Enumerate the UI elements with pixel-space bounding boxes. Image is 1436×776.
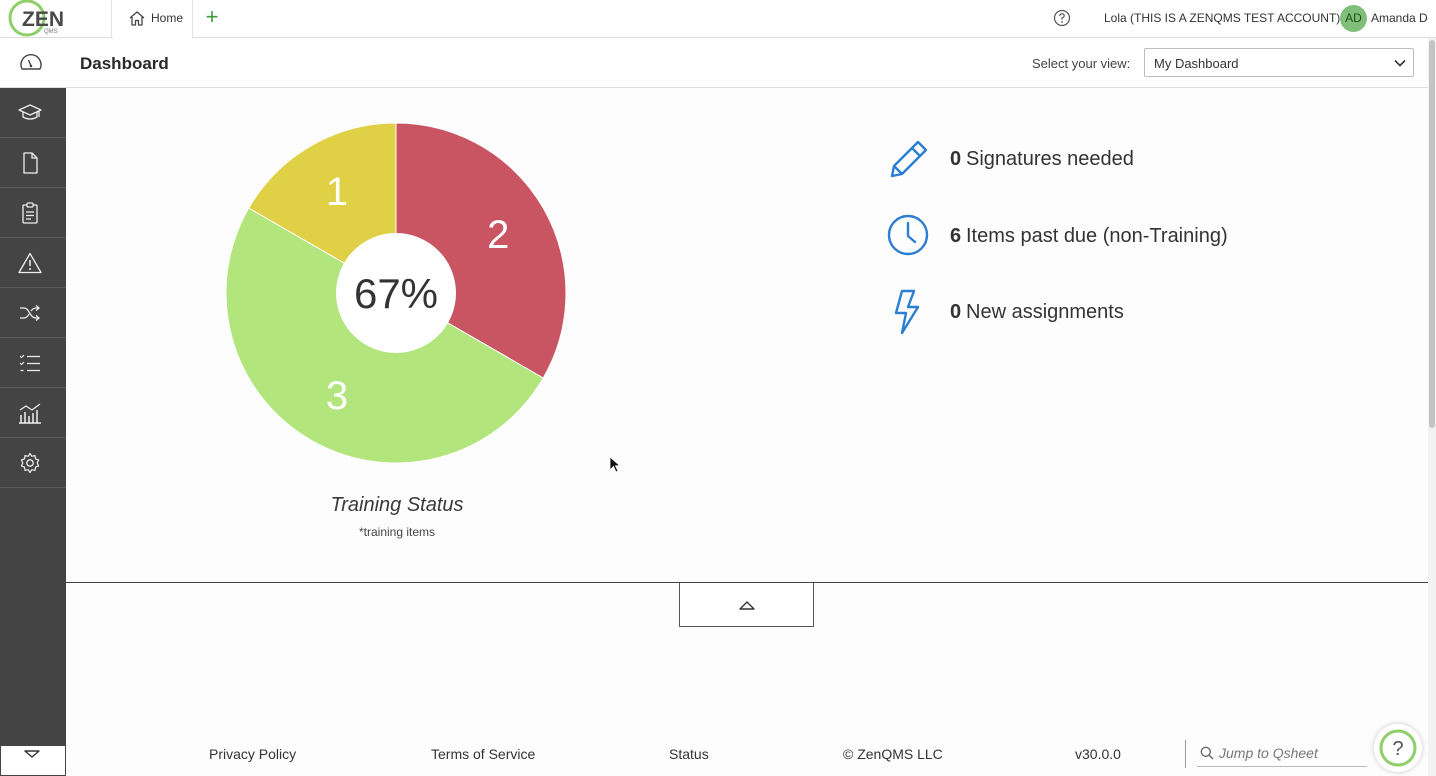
help-icon[interactable]: [1053, 9, 1071, 27]
pie-slice-label-0: 2: [487, 213, 509, 257]
sidebar-item-audits[interactable]: [0, 188, 66, 238]
logo-text: ZEN: [22, 8, 64, 31]
help-icon: ?: [1379, 729, 1417, 767]
copyright-text: © ZenQMS LLC: [843, 746, 943, 762]
scrollbar-thumb[interactable]: [1429, 40, 1435, 428]
view-select-label: Select your view:: [1032, 56, 1131, 71]
gear-icon: [20, 452, 40, 474]
home-icon: [129, 11, 145, 26]
stat-new-assignments[interactable]: 0 New assignments: [884, 289, 1304, 339]
terms-of-service-link[interactable]: Terms of Service: [431, 746, 536, 762]
stat-new-assignments-count: 0: [950, 301, 962, 323]
stat-past-due[interactable]: 6 Items past due (non-Training): [884, 213, 1304, 263]
stat-signatures-label: Signatures needed: [966, 148, 1134, 170]
top-bar: ZEN QMS Home + Lola (THIS IS A ZENQMS TE…: [0, 0, 1436, 38]
pie-center-label: 67%: [354, 270, 438, 317]
chevron-down-icon: [1394, 59, 1406, 67]
account-name[interactable]: Lola (THIS IS A ZENQMS TEST ACCOUNT): [1104, 11, 1341, 25]
pencil-icon: [890, 140, 928, 178]
user-name[interactable]: Amanda D: [1371, 11, 1428, 25]
tab-home-label: Home: [151, 11, 184, 25]
page-header: Dashboard Select your view: My Dashboard: [0, 38, 1428, 88]
lightning-icon: [894, 289, 920, 335]
stat-signatures[interactable]: 0 Signatures needed: [884, 136, 1304, 186]
version-text: v30.0.0: [1075, 746, 1121, 762]
training-status-chart[interactable]: 2 3 1 67%: [66, 88, 766, 558]
stat-past-due-label: Items past due (non-Training): [966, 225, 1228, 247]
privacy-policy-link[interactable]: Privacy Policy: [209, 746, 297, 762]
pie-slice-label-1: 3: [326, 374, 348, 418]
search-icon: [1200, 746, 1214, 760]
footer-separator: [1185, 740, 1186, 768]
add-tab-button[interactable]: +: [205, 4, 219, 29]
view-select[interactable]: My Dashboard: [1144, 48, 1414, 77]
analytics-icon: [19, 403, 41, 424]
qsheet-search: [1197, 740, 1367, 767]
sidebar-expand-button[interactable]: [0, 745, 66, 776]
stat-signatures-count: 0: [950, 148, 962, 170]
clock-icon: [887, 214, 929, 256]
clipboard-icon: [22, 202, 38, 224]
page-title: Dashboard: [80, 54, 169, 73]
shuffle-icon: [20, 305, 41, 321]
sidebar: [0, 88, 66, 776]
help-chat-button[interactable]: ?: [1374, 724, 1422, 772]
view-select-value: My Dashboard: [1154, 56, 1239, 71]
qsheet-search-input[interactable]: [1219, 743, 1365, 763]
document-icon: [23, 152, 38, 174]
mouse-cursor-icon: [609, 456, 621, 473]
sidebar-item-reports[interactable]: [0, 388, 66, 438]
sidebar-item-changes[interactable]: [0, 288, 66, 338]
checklist-icon: [19, 354, 40, 372]
collapse-panel-button[interactable]: [679, 583, 814, 627]
sidebar-item-documents[interactable]: [0, 138, 66, 188]
pie-center-hole: [336, 233, 456, 353]
stat-past-due-count: 6: [950, 225, 962, 247]
warning-icon: [18, 252, 42, 274]
status-link[interactable]: Status: [669, 746, 709, 762]
chart-title: Training Status: [330, 494, 464, 516]
sidebar-item-settings[interactable]: [0, 438, 66, 488]
speedometer-icon: [20, 53, 42, 70]
logo-sub: QMS: [44, 29, 58, 35]
avatar[interactable]: AD: [1340, 5, 1367, 32]
pie-slice-label-2: 1: [326, 170, 348, 214]
chevron-down-icon: [24, 750, 40, 758]
sidebar-item-risks[interactable]: [0, 238, 66, 288]
zenqms-logo[interactable]: ZEN QMS: [0, 0, 112, 38]
graduation-cap-icon: [18, 104, 42, 120]
section-divider: [66, 582, 1428, 583]
chevron-up-icon: [739, 601, 755, 610]
sidebar-item-training[interactable]: [0, 88, 66, 138]
dashboard-nav[interactable]: [0, 38, 66, 87]
tab-home[interactable]: Home: [113, 0, 193, 38]
svg-text:?: ?: [1392, 738, 1403, 760]
stat-new-assignments-label: New assignments: [966, 301, 1124, 323]
chart-subtitle: *training items: [358, 525, 436, 539]
sidebar-item-tasks[interactable]: [0, 338, 66, 388]
